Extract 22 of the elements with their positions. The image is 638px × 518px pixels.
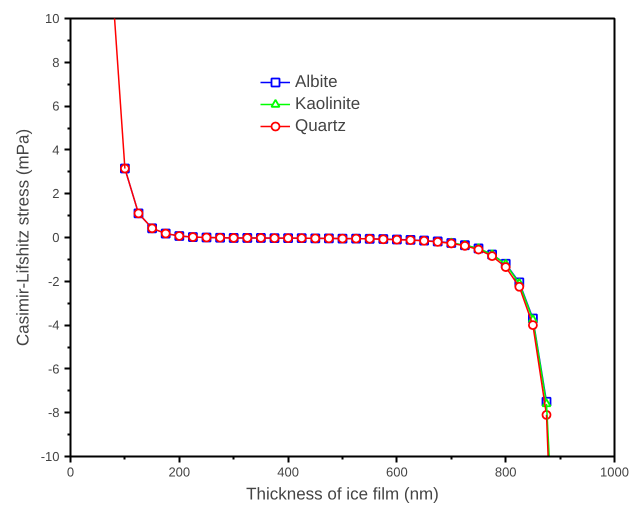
x-tick-label: 400 <box>277 464 299 480</box>
y-tick-label: 10 <box>45 11 60 26</box>
y-tick-label: -4 <box>48 318 60 333</box>
y-tick-label: -2 <box>48 274 60 289</box>
x-tick-label: 200 <box>168 464 190 480</box>
legend-label: Albite <box>295 72 338 92</box>
x-axis-title: Thickness of ice film (nm) <box>246 484 439 504</box>
x-tick-label: 800 <box>494 464 517 480</box>
y-tick-label: -8 <box>48 405 60 420</box>
legend-label: Quartz <box>295 116 346 136</box>
legend-label: Kaolinite <box>295 94 360 114</box>
y-tick-label: -6 <box>48 361 60 376</box>
x-tick-label: 600 <box>386 464 408 480</box>
y-tick-label: -10 <box>40 449 60 464</box>
x-tick-label: 1000 <box>600 464 629 480</box>
x-tick-label: 0 <box>66 464 74 480</box>
y-axis-title: Casimir-Lifshitz stress (mPa) <box>14 128 33 346</box>
y-tick-label: 8 <box>52 54 60 70</box>
y-tick-label: 0 <box>52 230 60 245</box>
y-tick-label: 4 <box>52 142 60 158</box>
y-tick-label: 6 <box>52 98 60 114</box>
y-tick-label: 2 <box>52 186 60 202</box>
